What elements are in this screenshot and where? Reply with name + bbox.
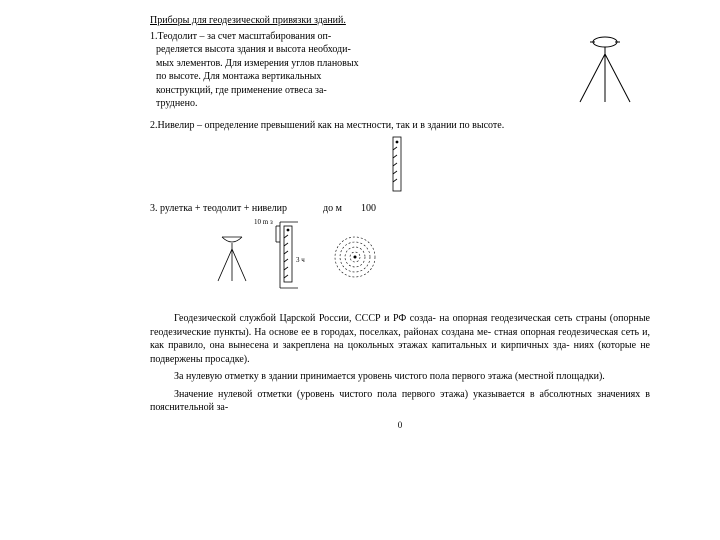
- line: ределяется высота здания и высота необхо…: [150, 43, 550, 57]
- leveling-staff-icon: [390, 136, 404, 192]
- line: 1.Теодолит – за счет масштабирования оп-: [150, 30, 550, 44]
- item-3-line: 3. рулетка + теодолит + нивелир до м 100: [150, 202, 650, 216]
- item-2: 2.Нивелир – определение превышений как н…: [150, 119, 650, 193]
- line: труднено.: [150, 97, 550, 111]
- paragraph: За нулевую отметку в здании принимается …: [150, 370, 650, 384]
- line: мых элементов. Для измерения углов плано…: [150, 57, 550, 71]
- theodolite-icon: [560, 30, 650, 104]
- line: конструкций, где применение отвеса за-: [150, 84, 550, 98]
- wall-staff-icon: [272, 220, 312, 290]
- item-1-text: 1.Теодолит – за счет масштабирования оп-…: [150, 30, 550, 111]
- label-3h: 3 ч: [296, 256, 305, 265]
- item-3-num: 100: [361, 202, 376, 216]
- section-heading: Приборы для геодезической привязки здани…: [150, 14, 650, 28]
- item-3-label: 3. рулетка + теодолит + нивелир: [150, 202, 287, 216]
- item-3: 3. рулетка + теодолит + нивелир до м 100: [150, 202, 650, 294]
- paragraph: Значение нулевой отметки (уровень чистог…: [150, 388, 650, 415]
- item-3-dom: до м: [323, 202, 343, 216]
- label-10m: 10 m з: [254, 218, 273, 227]
- page-number: 0: [150, 419, 650, 431]
- body-paragraphs: Геодезической службой Царской России, СС…: [150, 312, 650, 415]
- item-2-text: 2.Нивелир – определение превышений как н…: [150, 120, 504, 131]
- document-page: Приборы для геодезической привязки здани…: [0, 0, 720, 431]
- concentric-target-icon: [330, 232, 380, 282]
- paragraph: Геодезической службой Царской России, СС…: [150, 312, 650, 366]
- tripod-icon: [210, 229, 254, 285]
- item-1: 1.Теодолит – за счет масштабирования оп-…: [150, 30, 650, 111]
- item-3-diagram: 10 m з 3 ч: [210, 220, 650, 295]
- line: по высоте. Для монтажа вертикальных: [150, 70, 550, 84]
